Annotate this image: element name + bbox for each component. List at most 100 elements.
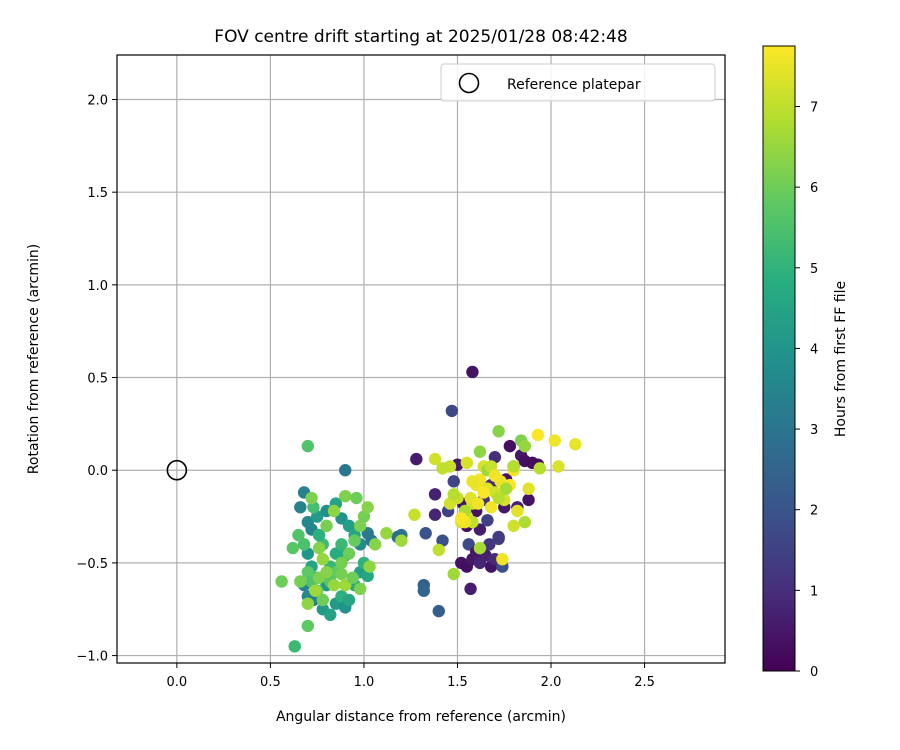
data-point — [310, 510, 324, 523]
data-point — [335, 556, 348, 570]
data-point — [339, 489, 352, 503]
data-point — [507, 460, 520, 473]
data-point — [484, 460, 498, 473]
data-point — [492, 491, 505, 505]
data-point — [301, 439, 315, 453]
data-point — [350, 491, 363, 505]
data-point — [488, 469, 502, 482]
colorbar-tick-label: 6 — [810, 181, 818, 196]
data-point — [507, 519, 520, 533]
y-tick-label: 2.0 — [87, 93, 108, 108]
data-point — [294, 501, 307, 514]
data-point — [436, 462, 449, 475]
data-point — [471, 497, 485, 510]
y-axis-ticks: −1.0 −0.5 0.0 0.5 1.0 1.5 2.0 — [76, 93, 117, 665]
colorbar-tick-label: 1 — [810, 584, 818, 599]
data-points — [275, 365, 582, 653]
data-point — [361, 501, 374, 514]
x-tick-label: 1.0 — [354, 675, 375, 690]
data-point — [301, 547, 315, 560]
data-point — [428, 452, 442, 466]
data-point — [357, 510, 371, 523]
data-point — [483, 538, 496, 551]
x-tick-label: 1.5 — [447, 675, 468, 690]
data-point — [335, 538, 348, 551]
data-point — [312, 528, 326, 542]
colorbar-tick-label: 0 — [810, 665, 818, 680]
data-point — [533, 462, 546, 475]
grid-lines — [117, 55, 725, 663]
x-tick-label: 0.5 — [260, 675, 281, 690]
data-point — [466, 365, 479, 379]
colorbar-tick-label: 7 — [810, 100, 818, 115]
data-point — [342, 593, 356, 607]
data-point — [518, 515, 532, 529]
data-point — [301, 619, 315, 633]
y-tick-label: 1.0 — [87, 279, 108, 294]
data-point — [309, 584, 322, 597]
data-point — [297, 538, 311, 551]
data-point — [484, 501, 498, 514]
data-point — [363, 560, 376, 573]
y-tick-label: 0.0 — [87, 464, 108, 479]
data-point — [410, 452, 423, 466]
data-point — [346, 571, 359, 584]
data-point — [466, 475, 479, 488]
data-point — [445, 404, 459, 418]
y-tick-label: −1.0 — [76, 650, 108, 665]
colorbar-label: Hours from first FF file — [833, 281, 849, 437]
x-tick-label: 2.0 — [541, 675, 562, 690]
data-point — [432, 604, 445, 618]
colorbar-ticks: 0 1 2 3 4 5 6 7 — [795, 100, 818, 680]
colorbar-tick-label: 5 — [810, 262, 818, 277]
data-point — [503, 439, 517, 453]
plot-frame — [116, 54, 726, 664]
data-point — [455, 512, 468, 525]
data-point — [447, 567, 460, 581]
data-point — [307, 501, 320, 514]
x-axis-label: Angular distance from reference (arcmin) — [276, 709, 566, 725]
data-point — [447, 488, 460, 501]
data-point — [473, 541, 487, 555]
data-point — [492, 530, 505, 544]
data-point — [443, 497, 457, 510]
data-point — [320, 565, 333, 579]
data-point — [522, 493, 535, 507]
chart-title: FOV centre drift starting at 2025/01/28 … — [214, 27, 627, 47]
data-point — [292, 528, 305, 542]
data-point — [477, 486, 490, 499]
data-point — [354, 582, 367, 596]
data-point — [294, 575, 307, 588]
legend-marker-icon — [458, 72, 480, 94]
data-point — [380, 527, 393, 540]
data-point — [492, 425, 505, 438]
colorbar: 0 1 2 3 4 5 6 7 Hours from first FF file — [762, 45, 849, 680]
reference-platepar-marker — [166, 459, 188, 481]
data-point — [499, 482, 513, 495]
data-point — [275, 575, 288, 588]
data-point — [361, 569, 374, 583]
data-point — [488, 451, 502, 464]
data-point — [417, 584, 431, 597]
data-point — [320, 519, 333, 533]
colorbar-tick-label: 3 — [810, 423, 818, 438]
data-point — [305, 491, 318, 505]
x-tick-label: 0.0 — [167, 675, 188, 690]
y-axis-label: Rotation from reference (arcmin) — [26, 244, 42, 474]
data-point — [428, 508, 442, 521]
legend-box — [440, 63, 716, 102]
data-point — [447, 475, 460, 488]
data-point — [354, 519, 367, 533]
data-point — [428, 488, 442, 501]
data-point — [288, 640, 301, 653]
data-point — [522, 482, 535, 495]
data-point — [368, 538, 382, 551]
data-point — [348, 534, 361, 547]
data-point — [518, 439, 532, 453]
data-point — [342, 519, 356, 533]
y-tick-label: −0.5 — [76, 557, 108, 572]
legend-entry-reference: Reference platepar — [507, 77, 641, 93]
data-point — [496, 552, 509, 566]
data-point — [324, 608, 337, 622]
